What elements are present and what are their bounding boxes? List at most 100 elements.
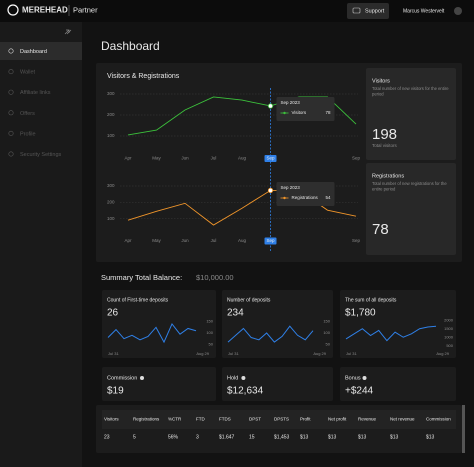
menu-item[interactable]: Profile [20, 131, 36, 137]
balance-value: $19 [107, 386, 124, 397]
user-name[interactable]: Marcus Westervelt [403, 8, 445, 14]
menu-item[interactable]: Affiliate links [20, 90, 51, 96]
x-tick-label: Jun [181, 156, 189, 161]
table-header-cell: Commission [426, 417, 451, 422]
tooltip-title: Sep 2023 [281, 100, 301, 105]
kpi-title: Number of deposits [227, 297, 271, 303]
series-line [127, 96, 357, 136]
tooltip-title: Sep 2023 [281, 185, 301, 190]
table-header-cell: Visitors [104, 417, 119, 422]
x-tick-highlight [264, 155, 277, 162]
collapse-icon[interactable] [64, 29, 72, 35]
kpi-y-tick: 50 [209, 341, 214, 346]
info-icon[interactable] [241, 376, 246, 380]
x-tick-highlight [264, 237, 277, 245]
kpi-value: 234 [227, 308, 244, 319]
kpi-y-tick: 150 [206, 319, 213, 324]
stat-description: Total number of new visitors for the ent… [372, 86, 449, 97]
kpi-value: $1,780 [345, 308, 376, 319]
table-header-cell: FTDS [219, 417, 231, 422]
x-tick-label: Apr [124, 238, 132, 243]
kpi-y-tick: 1000 [444, 334, 454, 339]
kpi-line [345, 325, 437, 342]
balance-card [340, 367, 456, 401]
summary-amount: $10,000.00 [196, 273, 234, 282]
table-cell: $1,453 [274, 434, 290, 440]
stat-card [366, 68, 456, 160]
kpi-card [340, 290, 456, 358]
menu-item[interactable]: Dashboard [20, 49, 47, 55]
table-header-cell: FTD [196, 417, 205, 422]
kpi-start: Jul 31 [346, 351, 357, 356]
panel-title: Visitors & Registrations [107, 73, 180, 80]
kpi-start: Jul 31 [108, 351, 119, 356]
x-tick-label: Sep [266, 238, 275, 243]
scrollbar[interactable] [462, 405, 465, 453]
kpi-y-tick: 2000 [444, 317, 454, 322]
balance-value: +$244 [345, 386, 374, 397]
table-header-cell: DPSTS [274, 417, 289, 422]
kpi-value: 26 [107, 308, 119, 319]
x-tick-label: Jun [181, 238, 189, 243]
balance-card [102, 367, 216, 401]
balance-title: Commission [107, 375, 137, 381]
tooltip-swatch-dot [283, 111, 286, 115]
stat-title: Visitors [372, 78, 390, 84]
sidebar [0, 22, 82, 467]
table-header-cell: Net profit [328, 417, 347, 422]
menu-icon [8, 89, 14, 95]
avatar[interactable] [454, 7, 462, 15]
tooltip-swatch-dot [283, 196, 286, 200]
menu-icon [8, 110, 14, 116]
kpi-y-tick: 100 [206, 330, 213, 335]
table-header [102, 410, 456, 429]
kpi-end: Aug 29 [313, 351, 326, 356]
support-icon [352, 7, 361, 14]
stat-card [366, 163, 456, 255]
table-cell: $13 [358, 434, 367, 440]
tooltip-series: Visitors [292, 110, 307, 115]
kpi-title: The sum of all deposits [345, 297, 397, 303]
table-cell: $13 [390, 434, 399, 440]
table-cell: $13 [328, 434, 337, 440]
sidebar-menu: Dashboard Wallet Affiliate links Offers Prof… [0, 42, 82, 158]
tooltip-value: 54 [325, 195, 331, 200]
menu-item[interactable]: Offers [20, 111, 35, 117]
logo [7, 4, 19, 16]
x-tick-label: Jul [211, 238, 217, 243]
kpi-y-tick: 500 [446, 343, 453, 348]
menu-icon [8, 48, 14, 54]
table-header-cell: Profit [300, 417, 311, 422]
y-tick-label: 200 [107, 112, 115, 117]
table-header-cell: Registrations [133, 417, 160, 422]
x-tick-label: Aug [238, 156, 247, 161]
kpi-card [222, 290, 333, 358]
table-header-cell: %CTR [168, 417, 182, 422]
stat-caption: Total visitors [372, 143, 398, 148]
info-icon[interactable] [140, 376, 144, 380]
support-button[interactable] [347, 3, 389, 19]
kpi-y-tick: 150 [323, 319, 330, 324]
summary-label: Summary Total Balance: [101, 273, 182, 282]
page-title: Dashboard [101, 39, 160, 53]
x-tick-label: Sep [266, 156, 275, 161]
menu-icon [8, 130, 14, 136]
balance-title: Hold [227, 375, 238, 381]
menu-icon [8, 69, 14, 75]
menu-active-bg [0, 42, 82, 60]
x-tick-label: Sep [352, 238, 361, 243]
table-header-cell: DPST [249, 417, 261, 422]
stat-description: Total number of new registrations for th… [372, 181, 447, 192]
menu-item[interactable]: Security Settings [20, 152, 62, 158]
table-cell: 56% [168, 434, 179, 440]
table-cell: 15 [249, 434, 255, 440]
hover-point [267, 103, 274, 109]
menu-item[interactable]: Wallet [20, 70, 36, 76]
tooltip [276, 182, 335, 206]
x-tick-label: May [152, 156, 161, 161]
menu-icon [8, 151, 14, 157]
x-tick-label: Apr [124, 156, 132, 161]
info-icon[interactable] [362, 376, 367, 380]
